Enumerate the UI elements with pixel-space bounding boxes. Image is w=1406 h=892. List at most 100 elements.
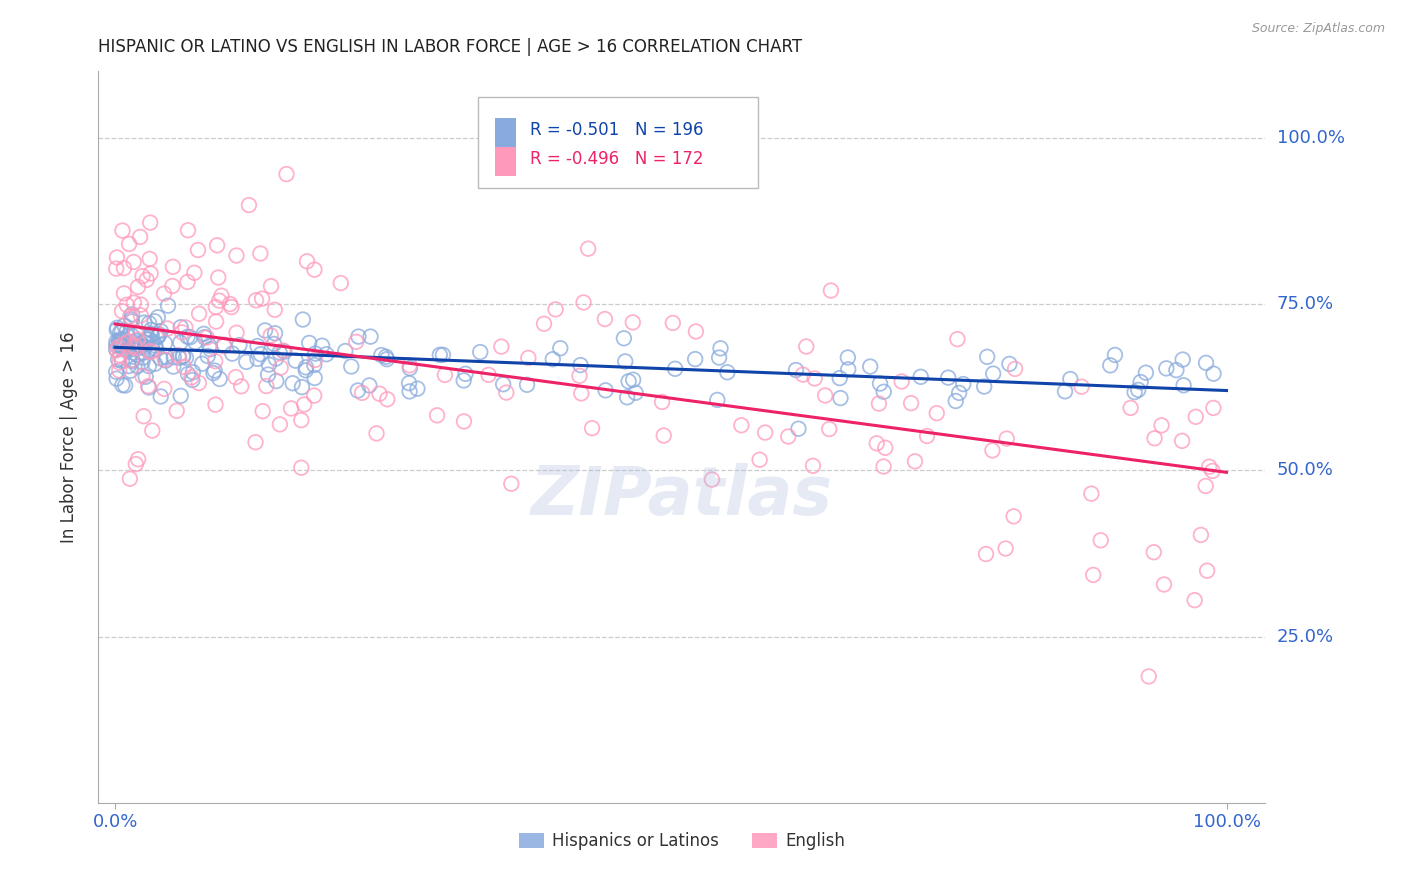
Point <box>115 325 138 339</box>
Point <box>141 327 163 342</box>
Point <box>432 348 454 362</box>
Point <box>125 338 148 352</box>
Point <box>1184 593 1206 607</box>
Point <box>111 324 134 338</box>
Point <box>121 307 143 321</box>
Point <box>155 353 177 368</box>
Point <box>453 373 475 387</box>
Point <box>1201 464 1223 478</box>
Text: R = -0.501   N = 196: R = -0.501 N = 196 <box>530 121 703 139</box>
Point <box>1083 568 1105 582</box>
Point <box>107 352 129 367</box>
Point <box>730 418 752 433</box>
Point <box>801 458 824 473</box>
Point <box>276 167 298 181</box>
Point <box>1119 401 1142 415</box>
Point <box>1004 362 1026 376</box>
Point <box>366 426 388 441</box>
Point <box>110 338 132 352</box>
Point <box>624 385 647 400</box>
Point <box>254 379 277 393</box>
Point <box>1104 348 1126 362</box>
Point <box>191 357 214 371</box>
Point <box>121 354 143 368</box>
Point <box>925 406 948 420</box>
Point <box>869 376 891 391</box>
Point <box>149 389 172 403</box>
Point <box>129 298 152 312</box>
Point <box>169 335 191 350</box>
Point <box>187 243 209 257</box>
Point <box>111 304 134 318</box>
Point <box>124 341 146 355</box>
Point <box>820 284 842 298</box>
Point <box>477 368 499 382</box>
Point <box>787 422 810 436</box>
Point <box>595 384 617 398</box>
Point <box>153 352 176 367</box>
Point <box>621 373 644 387</box>
Point <box>246 351 269 366</box>
Point <box>304 371 326 385</box>
Point <box>347 384 370 398</box>
Point <box>205 314 228 328</box>
Point <box>683 352 706 367</box>
Point <box>209 289 232 303</box>
Point <box>105 372 128 386</box>
Point <box>453 414 475 428</box>
Point <box>1202 401 1225 415</box>
Point <box>1195 479 1218 493</box>
Point <box>195 330 218 344</box>
Point <box>1123 385 1146 400</box>
Point <box>181 365 204 379</box>
Point <box>304 358 326 372</box>
Point <box>129 339 152 353</box>
Point <box>125 457 148 471</box>
Point <box>260 328 283 343</box>
Point <box>814 388 837 402</box>
Point <box>163 350 186 364</box>
Point <box>108 334 131 349</box>
Point <box>139 216 162 230</box>
Point <box>148 327 170 342</box>
Point <box>231 379 253 393</box>
Point <box>495 385 517 400</box>
Point <box>138 316 160 330</box>
Point <box>398 384 420 399</box>
Point <box>162 260 184 274</box>
Point <box>136 379 159 393</box>
Text: 100.0%: 100.0% <box>1277 128 1344 147</box>
Point <box>614 354 637 368</box>
Point <box>269 417 291 432</box>
Point <box>135 333 157 347</box>
Point <box>792 368 814 382</box>
Point <box>785 363 807 377</box>
Point <box>249 246 271 260</box>
Point <box>153 382 176 396</box>
Point <box>139 326 162 341</box>
Point <box>193 326 215 341</box>
Point <box>368 386 391 401</box>
Point <box>118 359 141 373</box>
Point <box>127 337 149 351</box>
Point <box>188 307 211 321</box>
Point <box>263 302 285 317</box>
Point <box>329 276 352 290</box>
Point <box>1128 383 1150 397</box>
Point <box>335 344 357 359</box>
Point <box>491 340 513 354</box>
Point <box>994 541 1017 556</box>
Point <box>1137 669 1160 683</box>
Point <box>1166 363 1188 377</box>
Point <box>162 279 184 293</box>
Point <box>138 252 160 266</box>
Point <box>1090 533 1112 548</box>
Point <box>915 429 938 443</box>
Point <box>114 378 136 392</box>
Point <box>1197 564 1219 578</box>
Point <box>156 321 179 335</box>
Point <box>1002 509 1025 524</box>
Text: Source: ZipAtlas.com: Source: ZipAtlas.com <box>1251 22 1385 36</box>
Point <box>121 329 143 343</box>
Point <box>974 547 997 561</box>
